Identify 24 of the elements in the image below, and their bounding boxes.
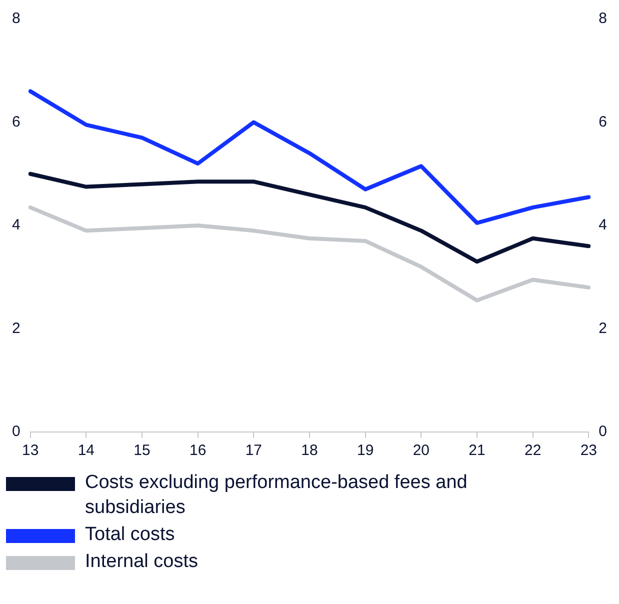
x-tick-label: 17 [245,442,262,460]
legend-label: Internal costs [85,550,199,574]
y-tick-label: 0 [12,423,20,440]
x-tick-label: 21 [468,442,486,460]
x-tick-label: 16 [189,442,206,460]
y2-tick-label: 0 [598,423,607,440]
x-tick-label: 23 [580,442,597,460]
y-tick-label: 4 [12,216,20,234]
y2-tick-label: 4 [598,216,607,234]
y-tick-label: 8 [12,10,20,28]
x-tick-label: 15 [134,442,150,460]
x-tick-label: 18 [301,442,318,460]
x-tick-label: 19 [356,442,374,460]
y2-tick-label: 2 [598,320,607,337]
y2-tick-label: 8 [598,10,607,28]
x-tick-label: 13 [22,442,39,460]
x-tick-label: 20 [412,442,430,460]
x-tick-label: 14 [78,442,95,460]
y2-tick-label: 6 [598,113,607,130]
legend-label: Total costs [85,523,176,547]
x-tick-label: 22 [524,442,542,460]
y-tick-label: 6 [12,113,20,130]
y-tick-label: 2 [12,320,20,337]
legend-label: Costs excluding performance-based fees and subsidiaries [85,471,468,520]
